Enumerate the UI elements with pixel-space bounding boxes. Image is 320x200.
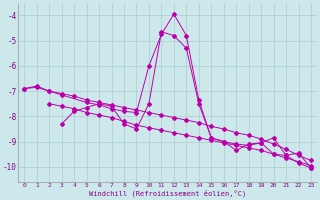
X-axis label: Windchill (Refroidissement éolien,°C): Windchill (Refroidissement éolien,°C) <box>89 190 246 197</box>
